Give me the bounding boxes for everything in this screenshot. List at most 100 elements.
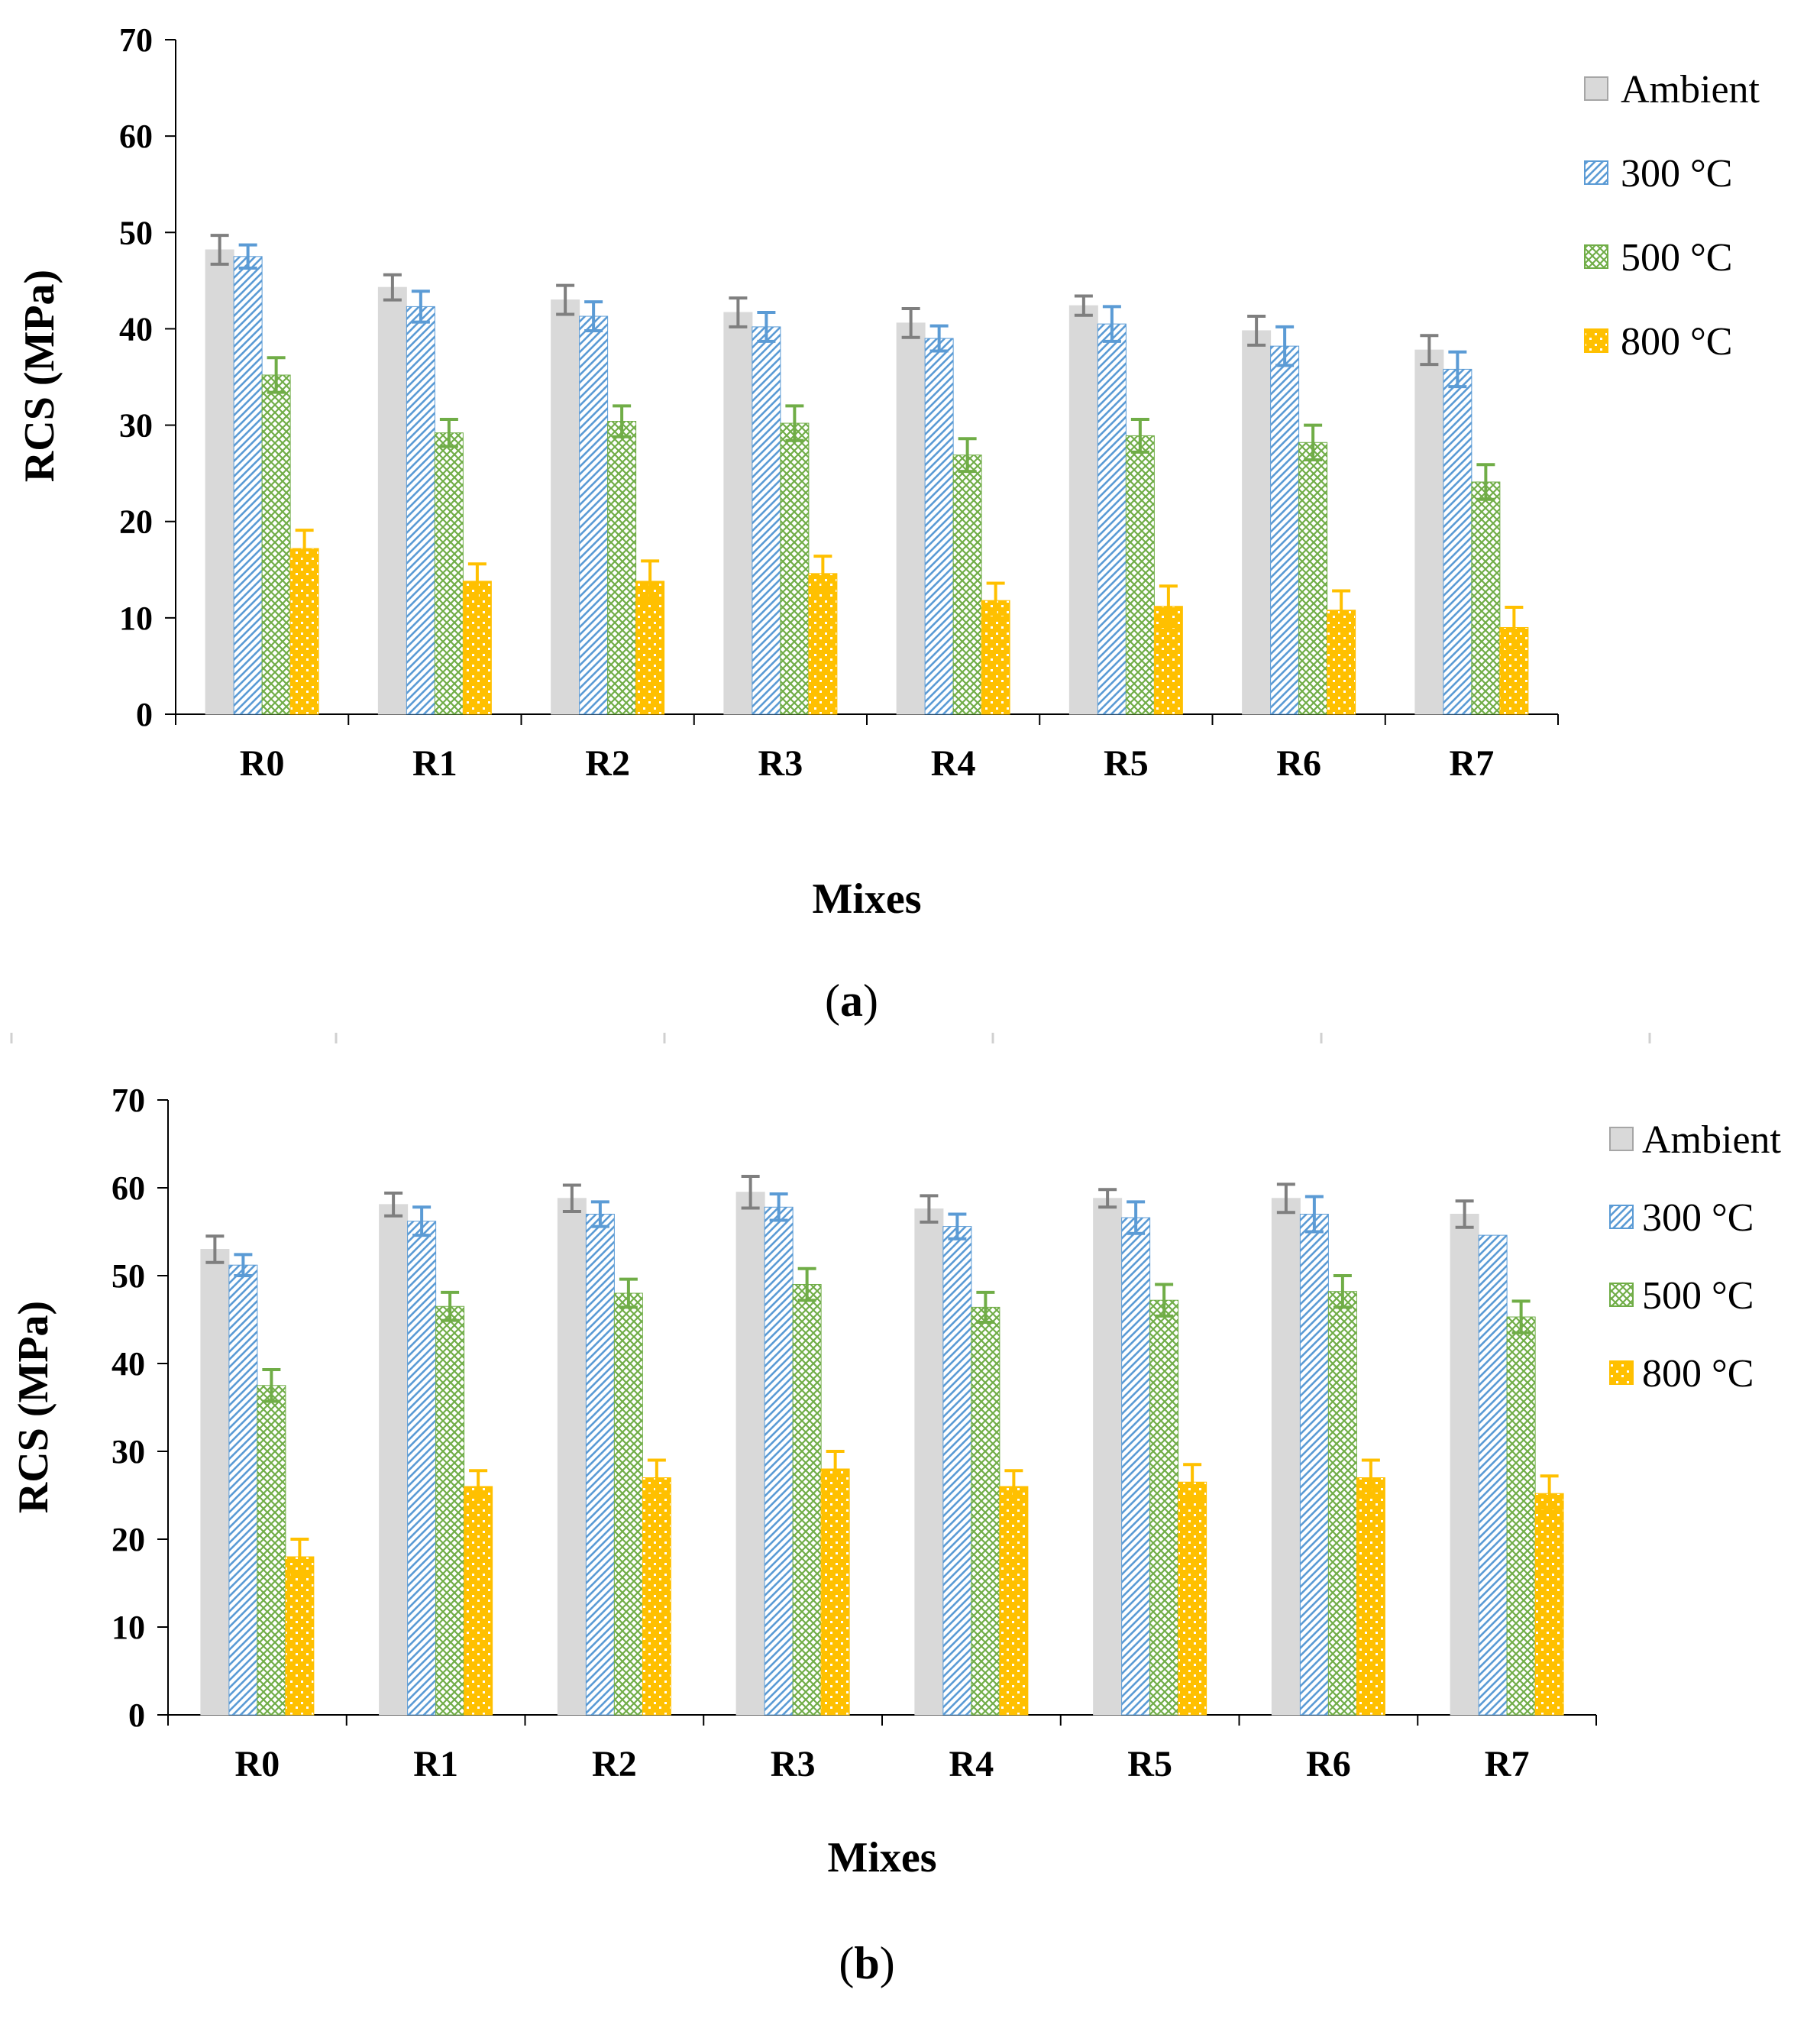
chart-a-category-label: R1 (412, 743, 457, 784)
legend-swatch (1584, 76, 1608, 101)
chart-b-y-axis-title: RCS (MPa) (10, 1301, 57, 1513)
chart-a-legend-entry-1: 300 °C (1584, 152, 1732, 196)
chart-b-error-bar-r0-s3 (290, 1538, 309, 1576)
chart-b-bar-r6-s0 (1271, 1198, 1301, 1716)
chart-b-error-bar-r1-s3 (469, 1469, 488, 1504)
chart-b-error-bar-r6-s3 (1361, 1458, 1380, 1497)
legend-swatch (1609, 1127, 1634, 1151)
chart-a-error-bar-r7-s0 (1420, 334, 1439, 367)
chart-b-error-bar-r7-s0 (1455, 1199, 1474, 1229)
chart-a-bar-r7-s1 (1443, 368, 1472, 715)
chart-b-error-bar-r2-s2 (619, 1277, 638, 1309)
chart-a-legend-entry-3: 800 °C (1584, 320, 1732, 364)
chart-a-y-tick-label: 10 (119, 600, 153, 637)
chart-b-error-bar-r5-s0 (1098, 1188, 1117, 1209)
chart-b-bar-r4-s1 (942, 1226, 972, 1716)
chart-a-bar-r2-s2 (607, 421, 637, 715)
chart-a-error-bar-r0-s0 (210, 234, 229, 266)
chart-a-error-bar-r5-s2 (1130, 418, 1149, 454)
chart-a-bar-r3-s3 (808, 573, 838, 715)
chart-a-category-label: R6 (1276, 743, 1321, 784)
chart-b-error-bar-r1-s0 (384, 1191, 403, 1218)
chart-b-error-bar-r6-s1 (1304, 1195, 1324, 1234)
chart-b-category-label: R2 (592, 1744, 637, 1784)
chart-a-error-bar-r0-s3 (295, 529, 314, 569)
chart-a-panel-label: (a) (825, 975, 878, 1026)
chart-b-bar-r2-s1 (585, 1214, 615, 1716)
legend-label: Ambient (1621, 68, 1760, 112)
chart-a-bar-r3-s2 (780, 422, 810, 715)
chart-b-category-label: R1 (413, 1744, 458, 1784)
chart-b-error-bar-r4-s1 (948, 1212, 967, 1241)
chart-b-bar-r5-s1 (1121, 1217, 1151, 1716)
legend-label: 800 °C (1642, 1352, 1754, 1396)
chart-a-bar-r5-s1 (1097, 323, 1127, 715)
chart-b-bar-r0-s3 (285, 1556, 315, 1716)
chart-a-error-bar-r5-s0 (1074, 294, 1093, 317)
chart-b-error-bar-r6-s0 (1276, 1182, 1295, 1215)
chart-b-bar-r7-s0 (1450, 1214, 1479, 1716)
chart-a-error-bar-r7-s2 (1476, 463, 1495, 501)
chart-b-legend-entry-3: 800 °C (1609, 1352, 1754, 1396)
chart-a-error-bar-r6-s0 (1247, 315, 1266, 347)
chart-a-error-bar-r3-s3 (813, 555, 832, 593)
chart-b-bar-r0-s0 (200, 1249, 230, 1716)
chart-b-bar-r7-s3 (1534, 1493, 1564, 1716)
chart-a-bar-r7-s0 (1414, 349, 1444, 715)
chart-a-bar-r0-s0 (205, 249, 234, 715)
chart-b-error-bar-r3-s2 (797, 1266, 816, 1302)
chart-a-bar-r4-s1 (924, 338, 954, 715)
panel-label-open-paren: ( (839, 1938, 854, 1988)
chart-b-error-bar-r5-s1 (1127, 1200, 1146, 1235)
chart-a-error-bar-r4-s0 (901, 306, 920, 339)
chart-a-bar-r5-s2 (1125, 435, 1155, 715)
chart-a-category-label: R2 (585, 743, 630, 784)
chart-b-bar-r2-s2 (613, 1292, 643, 1716)
chart-b-y-tick-label: 50 (112, 1257, 145, 1295)
panel-label-close-paren: ) (880, 1938, 895, 1988)
chart-a-bar-r1-s3 (462, 581, 492, 715)
chart-b-bar-r1-s3 (464, 1486, 493, 1716)
chart-b-error-bar-r6-s2 (1333, 1274, 1352, 1309)
chart-b-category-label: R3 (771, 1744, 816, 1784)
chart-b-category-label: R5 (1127, 1744, 1172, 1784)
chart-a-error-bar-r0-s1 (238, 243, 257, 270)
chart-b-bar-r3-s1 (764, 1206, 794, 1716)
chart-a-error-bar-r3-s0 (729, 296, 748, 328)
chart-a-error-bar-r2-s3 (641, 559, 660, 603)
chart-a-category-label: R4 (931, 743, 976, 784)
chart-b-y-tick-label: 0 (128, 1697, 145, 1734)
chart-a-bar-r2-s3 (635, 581, 665, 715)
chart-a-bar-r6-s0 (1242, 330, 1272, 715)
chart-a-category-label: R0 (240, 743, 285, 784)
chart-b-bar-r6-s1 (1299, 1214, 1329, 1716)
chart-b-bar-r1-s0 (379, 1204, 409, 1716)
chart-b-bar-r3-s2 (792, 1284, 822, 1716)
chart-b-legend-entry-1: 300 °C (1609, 1196, 1754, 1240)
chart-b-bar-r3-s3 (820, 1468, 850, 1716)
chart-b-bar-r6-s2 (1327, 1291, 1357, 1716)
legend-label: 300 °C (1621, 152, 1732, 196)
chart-b-error-bar-r0-s2 (262, 1368, 281, 1403)
chart-a-bar-r3-s0 (723, 312, 753, 715)
panel-label-letter: b (854, 1938, 879, 1988)
chart-b-category-label: R6 (1306, 1744, 1351, 1784)
chart-b-error-bar-r1-s1 (412, 1205, 432, 1237)
chart-a-error-bar-r5-s1 (1102, 305, 1121, 343)
chart-b-legend-entry-0: Ambient (1609, 1118, 1782, 1162)
panel-label-letter: a (840, 975, 863, 1026)
chart-a-bar-r2-s0 (551, 299, 580, 715)
chart-b-bar-r5-s3 (1178, 1481, 1207, 1716)
chart-b-error-bar-r2-s3 (647, 1458, 666, 1497)
chart-b-bar-r1-s1 (407, 1221, 437, 1716)
chart-b-error-bar-r7-s2 (1511, 1299, 1531, 1334)
chart-b-bar-r2-s0 (557, 1198, 587, 1716)
chart-a-error-bar-r4-s3 (986, 581, 1005, 619)
chart-b-error-bar-r4-s2 (976, 1290, 995, 1324)
chart-b-error-bar-r0-s0 (205, 1234, 225, 1264)
legend-label: Ambient (1642, 1118, 1782, 1162)
panel-separator (10, 1033, 1651, 1043)
chart-a-error-bar-r1-s1 (411, 290, 430, 324)
chart-b-y-tick-label: 30 (112, 1433, 145, 1470)
chart-a-legend-entry-2: 500 °C (1584, 236, 1732, 280)
